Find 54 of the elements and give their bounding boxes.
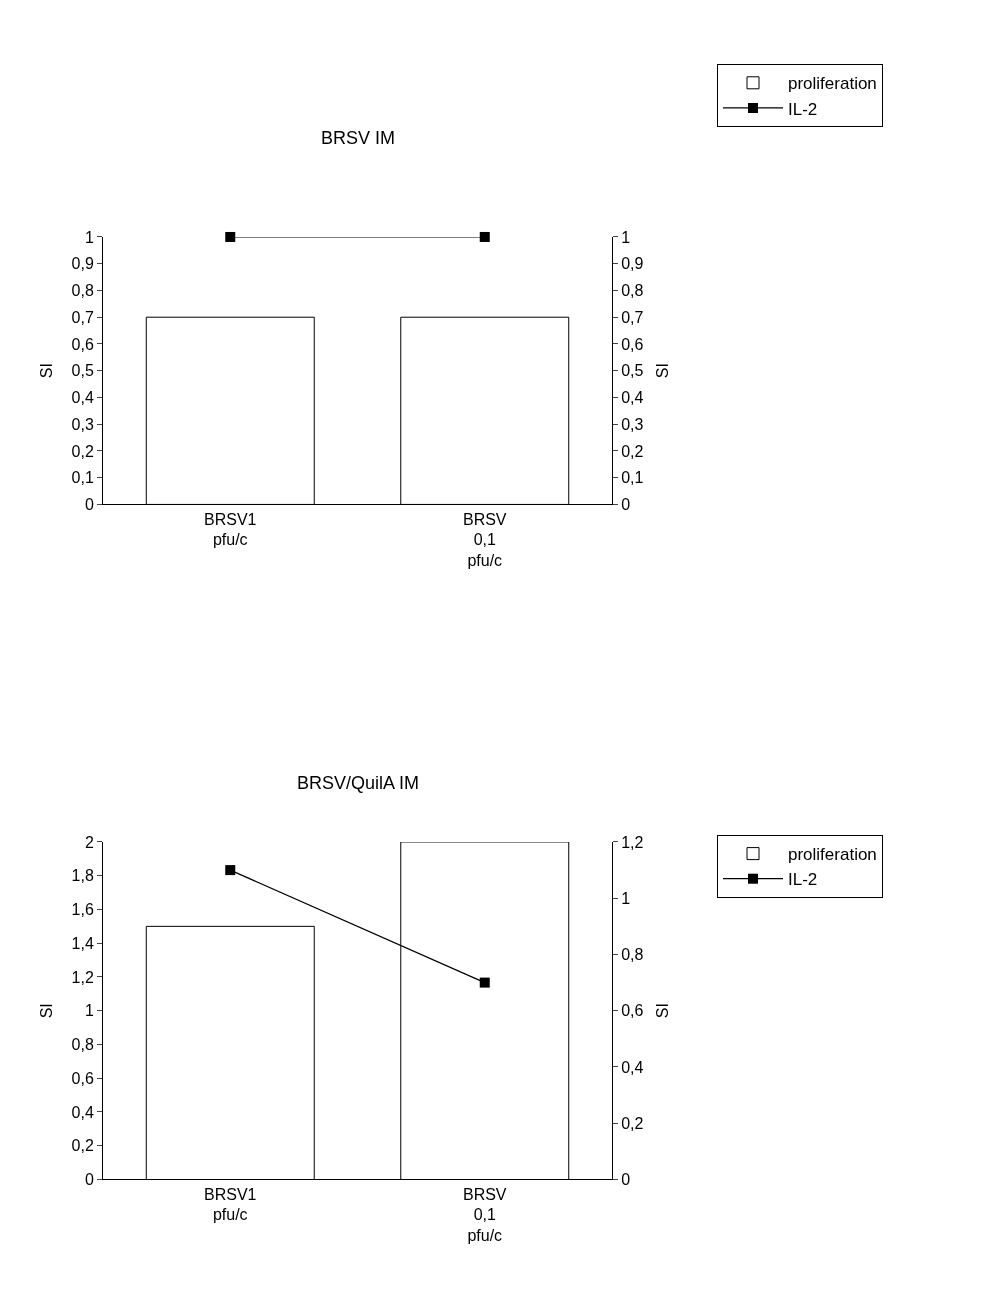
y-tick-label: 0,9 <box>71 255 94 273</box>
y-tick-label: 0,7 <box>71 308 94 326</box>
x-tick-label: BRSV1 pfu/c <box>204 1185 257 1224</box>
y-tick-label: 0,8 <box>71 282 94 300</box>
y-tick-label: 0 <box>84 1171 94 1189</box>
y2-tick-label: 0 <box>621 496 631 514</box>
legend-label: IL-2 <box>788 99 818 119</box>
y2-tick-label: 0,4 <box>621 1058 644 1076</box>
y-tick-label: 0,8 <box>71 1036 94 1054</box>
y-tick-label: 2 <box>84 833 94 851</box>
y-tick-label: 0,6 <box>71 1069 94 1087</box>
legend-label: IL-2 <box>788 870 818 890</box>
y-tick-label: 1 <box>84 228 94 246</box>
y2-tick-label: 0,1 <box>621 469 644 487</box>
y-tick-label: 1 <box>84 1002 94 1020</box>
x-tick-label: BRSV 0,1 pfu/c <box>462 510 507 570</box>
chart-title: BRSV IM <box>321 128 396 148</box>
y2-tick-label: 0,9 <box>621 255 644 273</box>
y-tick-label: 1,8 <box>71 867 94 885</box>
y2-tick-label: 0,2 <box>621 1114 644 1132</box>
y-tick-label: 0,1 <box>71 469 94 487</box>
y-tick-label: 0,2 <box>71 442 94 460</box>
y2-tick-label: 0,2 <box>621 442 644 460</box>
y-tick-label: 0,2 <box>71 1137 94 1155</box>
y2-tick-label: 1,2 <box>621 833 644 851</box>
x-tick-label: BRSV 0,1 pfu/c <box>462 1185 507 1245</box>
y-tick-label: 1,6 <box>71 901 94 919</box>
y2-axis-title: SI <box>654 1003 672 1019</box>
legend-label: proliferation <box>788 845 877 865</box>
x-tick-label: BRSV1 pfu/c <box>204 510 257 549</box>
y-tick-label: 0,6 <box>71 335 94 353</box>
y2-tick-label: 0,4 <box>621 389 644 407</box>
chart-title: BRSV/QuilA IM <box>297 773 420 793</box>
y2-tick-label: 0,8 <box>621 282 644 300</box>
y2-tick-label: 0,6 <box>621 335 644 353</box>
y-tick-label: 0,4 <box>71 1103 94 1121</box>
y-tick-label: 0,5 <box>71 362 94 380</box>
y-tick-label: 1,4 <box>71 934 94 952</box>
legend-label: proliferation <box>788 74 877 94</box>
y-tick-label: 0,4 <box>71 389 94 407</box>
y2-tick-label: 0,8 <box>621 946 644 964</box>
y2-tick-label: 0,3 <box>621 415 644 433</box>
y-axis-title: SI <box>38 363 56 379</box>
y-tick-label: 0 <box>84 496 94 514</box>
y-tick-label: 0,3 <box>71 415 94 433</box>
y2-tick-label: 1 <box>621 889 631 907</box>
y2-tick-label: 0,5 <box>621 362 644 380</box>
y2-axis-title: SI <box>654 363 672 379</box>
y2-tick-label: 0,7 <box>621 308 644 326</box>
y-tick-label: 1,2 <box>71 968 94 986</box>
y2-tick-label: 1 <box>621 228 631 246</box>
y2-tick-label: 0 <box>621 1171 631 1189</box>
y-axis-title: SI <box>38 1003 56 1019</box>
y2-tick-label: 0,6 <box>621 1002 644 1020</box>
